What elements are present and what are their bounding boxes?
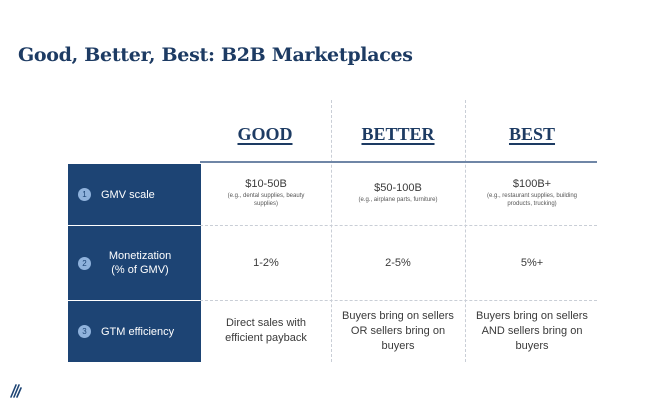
- row-divider: [200, 300, 597, 301]
- cell-monetization-good: 1-2%: [201, 257, 331, 269]
- cell-value: Buyers bring on sellers AND sellers brin…: [476, 310, 588, 352]
- row-label-text: Monetization (% of GMV): [108, 250, 172, 276]
- cell-example: (e.g., dental supplies, beauty supplies): [227, 193, 305, 207]
- column-header-better: BETTER: [361, 124, 435, 144]
- row-label-text: GMV scale: [101, 188, 155, 201]
- cell-value: $10-50B: [245, 178, 287, 190]
- cell-gtm-better: Buyers bring on sellers OR sellers bring…: [333, 309, 463, 354]
- cell-value: 2-5%: [385, 257, 411, 269]
- company-logo-icon: [10, 384, 22, 403]
- cell-value: 1-2%: [253, 257, 279, 269]
- column-header-best: BEST: [508, 124, 556, 144]
- cell-value: $100B+: [512, 178, 552, 190]
- header-rule: [200, 161, 597, 163]
- column-divider: [331, 100, 332, 362]
- cell-value: Direct sales with efficient payback: [225, 317, 307, 344]
- row-label-gmv-scale: 1 GMV scale: [68, 164, 201, 225]
- cell-gmv-good: $10-50B (e.g., dental supplies, beauty s…: [201, 178, 331, 208]
- row-number-badge: 1: [78, 188, 91, 201]
- cell-monetization-best: 5%+: [467, 257, 597, 269]
- cell-gmv-best: $100B+ (e.g., restaurant supplies, build…: [467, 178, 597, 208]
- row-divider: [200, 225, 597, 226]
- cell-gtm-good: Direct sales with efficient payback: [201, 316, 331, 346]
- cell-gtm-best: Buyers bring on sellers AND sellers brin…: [467, 309, 597, 354]
- cell-value: Buyers bring on sellers OR sellers bring…: [342, 310, 454, 352]
- cell-monetization-better: 2-5%: [333, 257, 463, 269]
- cell-value: 5%+: [520, 257, 544, 269]
- column-header-good: GOOD: [237, 124, 293, 144]
- row-number-badge: 2: [78, 256, 91, 270]
- cell-value: $50-100B: [374, 182, 422, 194]
- row-label-text: GTM efficiency: [101, 325, 175, 338]
- row-number-badge: 3: [78, 325, 91, 338]
- row-label-monetization: 2 Monetization (% of GMV): [68, 226, 201, 300]
- row-label-gtm-efficiency: 3 GTM efficiency: [68, 301, 201, 362]
- cell-example: (e.g., restaurant supplies, building pro…: [486, 193, 578, 207]
- cell-example: (e.g., airplane parts, furniture): [358, 197, 438, 203]
- column-divider: [465, 100, 466, 362]
- cell-gmv-better: $50-100B (e.g., airplane parts, furnitur…: [333, 182, 463, 204]
- slide-title: Good, Better, Best: B2B Marketplaces: [18, 44, 413, 66]
